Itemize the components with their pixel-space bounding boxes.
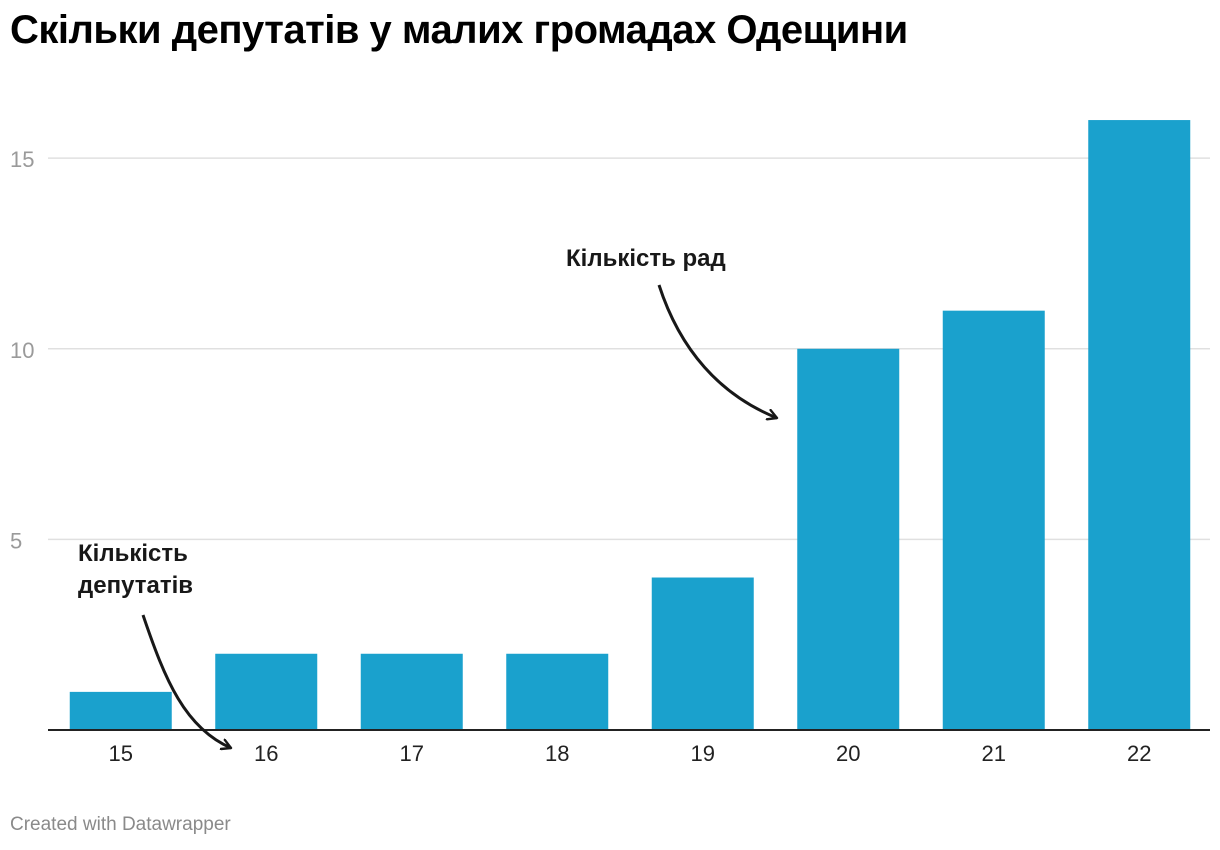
x-tick-label: 21	[982, 741, 1006, 766]
arrow-to-categories	[141, 614, 231, 748]
bar-22	[1088, 120, 1191, 730]
x-tick-label: 19	[691, 741, 715, 766]
annotation-arrows	[141, 284, 777, 748]
y-tick-label: 15	[10, 147, 34, 172]
y-tick-label: 10	[10, 338, 34, 363]
bar-21	[942, 310, 1045, 730]
annotation-values: Кількість рад	[566, 243, 726, 275]
x-tick-label: 17	[400, 741, 424, 766]
x-axis: 15 16 17 18 19 20 21 22	[48, 729, 1210, 766]
annotation-values-line-1: Кількість рад	[566, 245, 726, 272]
y-tick-label: 5	[10, 528, 22, 553]
bar-17	[360, 653, 463, 730]
annotation-categories-line-2: депутатів	[78, 572, 193, 599]
bar-15	[69, 691, 172, 730]
chart-title: Скільки депутатів у малих громадах Одещи…	[10, 8, 908, 52]
x-tick-label: 20	[836, 741, 860, 766]
bars	[69, 120, 1191, 730]
annotation-categories: Кількість депутатів	[78, 538, 193, 602]
arrow-to-values	[657, 284, 777, 418]
annotation-categories-line-1: Кількість	[78, 540, 188, 567]
x-tick-label: 22	[1127, 741, 1151, 766]
bar-16	[215, 653, 318, 730]
footer-credit: Created with Datawrapper	[10, 814, 231, 835]
bar-18	[506, 653, 609, 730]
bar-19	[651, 577, 754, 730]
x-tick-label: 15	[109, 741, 133, 766]
x-tick-label: 18	[545, 741, 569, 766]
bar-20	[797, 348, 900, 730]
x-tick-label: 16	[254, 741, 278, 766]
